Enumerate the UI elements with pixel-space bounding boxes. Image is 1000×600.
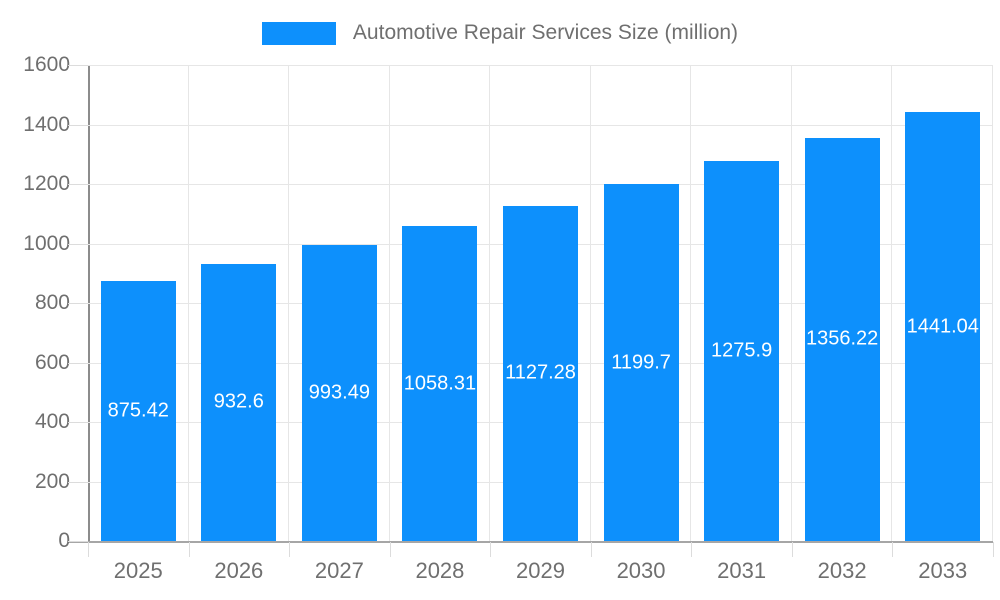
bar-value-label: 1058.31	[403, 372, 477, 395]
bar: 993.49	[301, 245, 377, 541]
gridline-vertical	[288, 65, 290, 541]
y-tick-label: 1600	[23, 53, 70, 76]
bar: 1275.9	[704, 161, 780, 541]
x-tick-label: 2029	[516, 558, 565, 583]
y-tick-label: 200	[34, 469, 70, 493]
bar-value-label: 993.49	[308, 381, 370, 404]
gridline-vertical	[187, 65, 189, 541]
bar: 1356.22	[804, 137, 880, 541]
x-tick-label: 2031	[717, 558, 767, 583]
x-tick-label: 2030	[616, 558, 666, 583]
legend: Automotive Repair Services Size (million…	[0, 18, 1000, 48]
gridline-vertical	[489, 65, 491, 541]
x-tick-mark	[791, 542, 793, 557]
x-tick-mark	[691, 542, 693, 557]
y-tick-mark	[68, 362, 88, 364]
bar: 1199.7	[603, 184, 679, 541]
y-tick-label: 400	[34, 410, 70, 433]
gridline-vertical	[790, 65, 792, 541]
gridline-vertical	[992, 65, 993, 541]
x-tick-mark	[389, 542, 391, 557]
bar-value-label: 1356.22	[806, 327, 879, 350]
gridline-vertical	[891, 65, 893, 541]
y-tick-label: 600	[34, 350, 70, 374]
gridline-vertical	[589, 65, 591, 541]
x-tick-label: 2025	[113, 558, 163, 583]
y-tick-label: 1000	[23, 231, 70, 255]
y-tick-label: 1200	[23, 172, 70, 195]
x-tick-mark	[892, 542, 894, 557]
bar-value-label: 1127.28	[505, 361, 576, 384]
x-tick-label: 2027	[314, 558, 364, 583]
plot-area: 875.42 932.6 993.49 1058.31 1127.28 1199.7 127…	[88, 65, 993, 541]
x-tick-label: 2032	[817, 558, 867, 583]
y-tick-label: 1400	[23, 112, 70, 136]
bar-value-label: 1199.7	[611, 351, 671, 374]
legend-swatch	[261, 21, 336, 45]
bar: 875.42	[100, 280, 176, 541]
x-tick-mark	[88, 542, 89, 557]
y-tick-label: 800	[34, 291, 70, 314]
bar-value-label: 1441.04	[906, 315, 979, 338]
gridline-vertical	[388, 65, 390, 541]
x-tick-mark	[993, 542, 994, 557]
gridline-horizontal	[88, 124, 993, 126]
x-tick-label: 2028	[415, 558, 465, 583]
bar-value-label: 932.6	[213, 390, 264, 413]
x-tick-mark	[490, 542, 492, 557]
bar: 1058.31	[402, 226, 478, 541]
y-tick-mark	[68, 243, 88, 245]
x-tick-mark	[188, 542, 190, 557]
y-axis-line	[88, 65, 90, 543]
y-tick-mark	[68, 124, 88, 126]
y-tick-mark	[68, 303, 88, 304]
y-tick-label: 0	[58, 529, 70, 552]
gridline-vertical	[690, 65, 692, 541]
y-tick-mark	[68, 481, 88, 483]
bar: 1127.28	[503, 205, 578, 541]
gridline-horizontal	[88, 184, 993, 185]
x-tick-mark	[590, 542, 592, 557]
y-tick-mark	[68, 422, 88, 423]
gridline-horizontal	[88, 65, 993, 66]
y-tick-mark	[68, 184, 88, 185]
bar: 1441.04	[905, 112, 981, 541]
x-axis-line	[68, 541, 993, 543]
bar-value-label: 875.42	[107, 399, 169, 422]
x-tick-mark	[289, 542, 291, 557]
y-tick-mark	[68, 65, 88, 66]
x-tick-label: 2033	[918, 558, 968, 583]
bar-value-label: 1275.9	[711, 339, 773, 362]
y-tick-mark	[68, 541, 88, 542]
x-tick-label: 2026	[214, 558, 264, 583]
bar: 932.6	[201, 263, 277, 541]
legend-label: Automotive Repair Services Size (million…	[352, 21, 739, 44]
